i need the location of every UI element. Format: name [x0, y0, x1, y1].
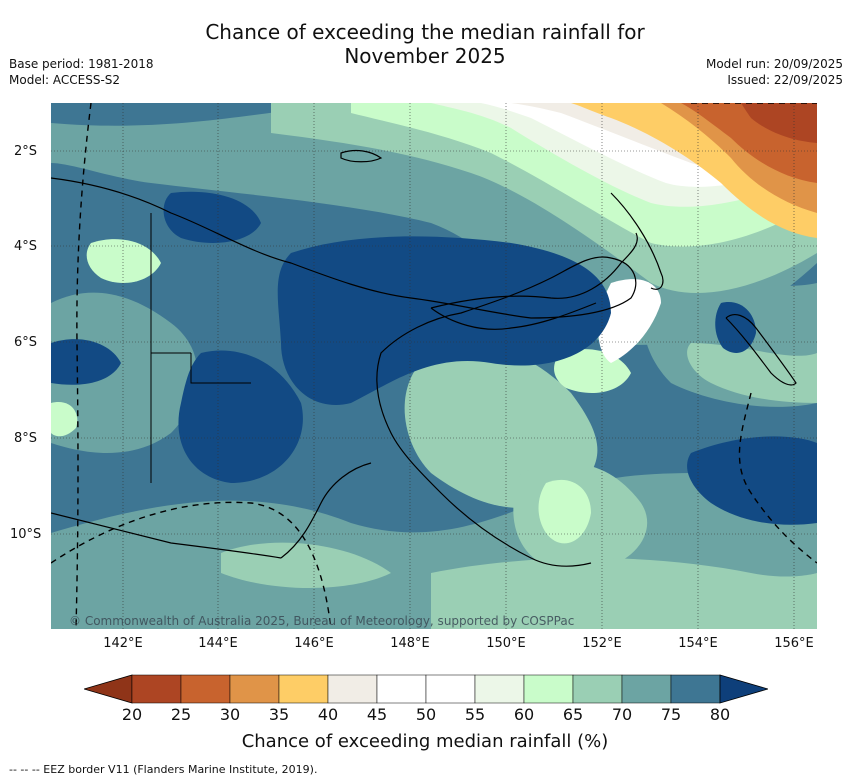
title-line-2: November 2025 [344, 44, 506, 68]
colorbar-segment-70 [621, 674, 672, 704]
meta-left: Base period: 1981-2018 Model: ACCESS-S2 [9, 56, 154, 88]
zone-65-far-south [431, 558, 817, 629]
colorbar-label-80: 80 [709, 705, 731, 724]
eez-borders [51, 103, 817, 629]
zone-70-west [51, 292, 198, 453]
colorbar-segment-50 [425, 674, 476, 704]
colorbar-extend-low [84, 674, 133, 704]
zone-80-west [51, 339, 121, 385]
lat-tick-2s: 2°S [14, 144, 38, 159]
lon-tick-148e: 148°E [390, 636, 430, 651]
colorbar-segment-55 [474, 674, 525, 704]
rainfall-map: © Commonwealth of Australia 2025, Bureau… [51, 103, 817, 629]
model-run: Model run: 20/09/2025 [705, 57, 843, 71]
zone-50-east [598, 279, 661, 363]
new-ireland-coast [610, 192, 664, 290]
lon-tick-146e: 146°E [294, 636, 334, 651]
lat-tick-6s: 6°S [14, 335, 38, 350]
manus-coast [340, 149, 383, 163]
colorbar-segment-60 [523, 674, 574, 704]
colorbar-segment-35 [278, 674, 329, 704]
meta-right: Model run: 20/09/2025 Issued: 22/09/2025 [706, 56, 843, 88]
new-britain-coast [430, 232, 638, 330]
colorbar-segment-25 [180, 674, 231, 704]
colorbar-label-30: 30 [219, 705, 241, 724]
eez-legend-note: -- -- -- EEZ border V11 (Flanders Marine… [9, 763, 318, 776]
colorbar-extend-high [719, 674, 768, 704]
lon-tick-150e: 150°E [486, 636, 526, 651]
colorbar-label-40: 40 [317, 705, 339, 724]
lon-tick-144e: 144°E [198, 636, 238, 651]
model-name: Model: ACCESS-S2 [9, 73, 121, 87]
zone-60-sw [51, 402, 78, 437]
colorbar-label-50: 50 [415, 705, 437, 724]
colorbar-segment-75 [670, 674, 721, 704]
zone-80-northwest [163, 191, 261, 243]
colorbar-title: Chance of exceeding median rainfall (%) [241, 731, 609, 752]
colorbar-label-60: 60 [513, 705, 535, 724]
graticule [51, 103, 817, 629]
bougainville-coast [725, 314, 797, 386]
coastlines [51, 149, 797, 567]
colorbar [84, 674, 768, 704]
colorbar-segment-30 [229, 674, 280, 704]
lat-tick-8s: 8°S [14, 431, 38, 446]
zone-80-southwest [178, 350, 303, 483]
lat-tick-4s: 4°S [14, 239, 38, 254]
zone-65-east [687, 343, 817, 403]
colorbar-segment-40 [327, 674, 378, 704]
title-line-1: Chance of exceeding the median rainfall … [205, 20, 645, 44]
colorbar-label-75: 75 [660, 705, 682, 724]
colorbar-segment-20 [131, 674, 182, 704]
map-svg: © Commonwealth of Australia 2025, Bureau… [51, 103, 817, 629]
colorbar-label-35: 35 [268, 705, 290, 724]
colorbar-label-65: 65 [562, 705, 584, 724]
colorbar-label-25: 25 [170, 705, 192, 724]
colorbar-segment-45 [376, 674, 427, 704]
lon-tick-142e: 142°E [103, 636, 143, 651]
zone-20-north [741, 103, 817, 143]
zone-80-east [687, 436, 817, 525]
zone-60-west [86, 239, 161, 283]
lon-tick-152e: 152°E [582, 636, 622, 651]
colorbar-label-70: 70 [611, 705, 633, 724]
zone-60-southeast [538, 479, 591, 544]
lon-tick-154e: 154°E [678, 636, 718, 651]
map-copyright: © Commonwealth of Australia 2025, Bureau… [69, 614, 574, 628]
base-period: Base period: 1981-2018 [9, 57, 154, 71]
colorbar-label-55: 55 [464, 705, 486, 724]
colorbar-label-45: 45 [366, 705, 388, 724]
issued-date: Issued: 22/09/2025 [727, 73, 843, 87]
zone-80-central [277, 236, 611, 405]
png-border [150, 213, 251, 483]
lat-tick-10s: 10°S [10, 527, 42, 542]
lon-tick-156e: 156°E [774, 636, 814, 651]
colorbar-label-20: 20 [121, 705, 143, 724]
zone-65-south [221, 542, 391, 588]
colorbar-segment-65 [572, 674, 623, 704]
new-guinea-coast [51, 177, 637, 567]
